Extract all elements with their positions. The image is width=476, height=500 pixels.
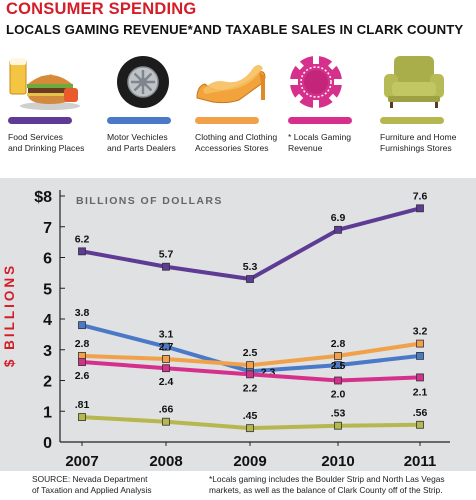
data-point — [416, 204, 424, 213]
y-tick-label: 2 — [43, 374, 52, 391]
data-point — [334, 225, 342, 234]
data-label: 6.9 — [331, 212, 346, 224]
data-label: 6.2 — [75, 233, 90, 245]
legend: Food Services and Drinking Places Motor V… — [0, 50, 476, 160]
data-label: 2.5 — [243, 347, 258, 359]
legend-swatch — [380, 117, 444, 124]
footnote: *Locals gaming includes the Boulder Stri… — [209, 474, 445, 495]
data-point — [162, 342, 170, 351]
y-tick-label: 5 — [43, 281, 52, 298]
tire-icon — [117, 56, 169, 108]
data-point — [162, 417, 170, 426]
data-label: .53 — [331, 408, 346, 420]
y-tick-label: $8 — [34, 189, 52, 206]
burger-fries-beer-icon — [9, 58, 80, 110]
legend-swatch — [288, 117, 352, 124]
data-label: .56 — [413, 407, 428, 419]
data-label: 3.8 — [75, 307, 90, 319]
data-point — [416, 351, 424, 360]
data-label: 2.8 — [331, 338, 346, 350]
chart-headline: LOCALS GAMING REVENUE*AND TAXABLE SALES … — [6, 22, 464, 37]
y-tick-label: 4 — [43, 312, 52, 329]
data-point — [416, 373, 424, 382]
data-label: .45 — [243, 410, 258, 422]
data-point — [246, 370, 254, 379]
data-point — [334, 376, 342, 385]
x-tick-label: 2009 — [233, 453, 266, 470]
data-label: 5.7 — [159, 249, 174, 261]
legend-swatch — [8, 117, 72, 124]
casino-chip-icon — [290, 56, 342, 108]
legend-label: Furniture and Home Furnishings Stores — [380, 132, 457, 153]
y-axis-title: $ BILLIONS — [2, 263, 17, 367]
data-point — [162, 262, 170, 271]
data-label: 2.1 — [413, 386, 428, 398]
data-point — [416, 420, 424, 429]
data-label: 2.0 — [331, 389, 346, 401]
data-point — [416, 339, 424, 348]
data-point — [334, 361, 342, 370]
data-point — [78, 321, 86, 330]
data-point — [334, 351, 342, 360]
legend-label: Food Services and Drinking Places — [8, 132, 85, 153]
high-heel-shoe-icon — [196, 65, 266, 104]
x-tick-label: 2011 — [404, 453, 437, 470]
data-label: 5.3 — [243, 261, 258, 273]
source-note: SOURCE: Nevada Department of Taxation and… — [32, 474, 152, 495]
y-tick-label: 0 — [43, 435, 52, 452]
armchair-icon — [384, 56, 444, 108]
x-tick-label: 2008 — [149, 453, 182, 470]
chart-area: 0 1 2 3 4 5 6 7 $8 $ BILLIONS BILLIONS OF DOLLARS 2… — [0, 178, 476, 471]
data-label: 2.7 — [159, 341, 174, 353]
data-point — [78, 247, 86, 256]
legend-label: Clothing and Clothing Accessories Stores — [195, 132, 278, 153]
line-chart: 0 1 2 3 4 5 6 7 $8 $ BILLIONS BILLIONS OF DOLLARS 2… — [2, 189, 450, 470]
data-label: 2.2 — [243, 382, 258, 394]
y-tick-label: 3 — [43, 343, 52, 360]
chart-subtitle: BILLIONS OF DOLLARS — [76, 195, 223, 207]
data-label: 3.2 — [413, 326, 428, 338]
data-point — [246, 361, 254, 370]
y-tick-label: 6 — [43, 251, 52, 268]
x-tick-label: 2010 — [321, 453, 354, 470]
data-point — [246, 275, 254, 283]
data-label: .81 — [75, 399, 90, 411]
data-label: 2.4 — [159, 376, 174, 388]
x-tick-label: 2007 — [65, 453, 98, 470]
legend-label: Motor Vechicles and Parts Dealers — [107, 132, 176, 153]
data-label: 2.8 — [75, 338, 90, 350]
data-label: 7.6 — [413, 190, 428, 202]
data-label: 3.1 — [159, 329, 174, 341]
legend-swatch — [107, 117, 171, 124]
data-point — [162, 364, 170, 373]
data-point — [78, 413, 86, 421]
y-tick-label: 1 — [43, 404, 52, 421]
y-tick-label: 7 — [43, 220, 52, 237]
data-label: .66 — [159, 404, 174, 416]
legend-label: * Locals Gaming Revenue — [288, 132, 352, 153]
data-label: 2.6 — [75, 370, 90, 382]
data-point — [334, 421, 342, 430]
data-label: 2.5 — [331, 360, 346, 372]
kicker-title: CONSUMER SPENDING — [6, 0, 197, 18]
data-point — [78, 358, 86, 366]
data-point — [246, 424, 254, 433]
legend-swatch — [195, 117, 259, 124]
data-point — [162, 355, 170, 363]
